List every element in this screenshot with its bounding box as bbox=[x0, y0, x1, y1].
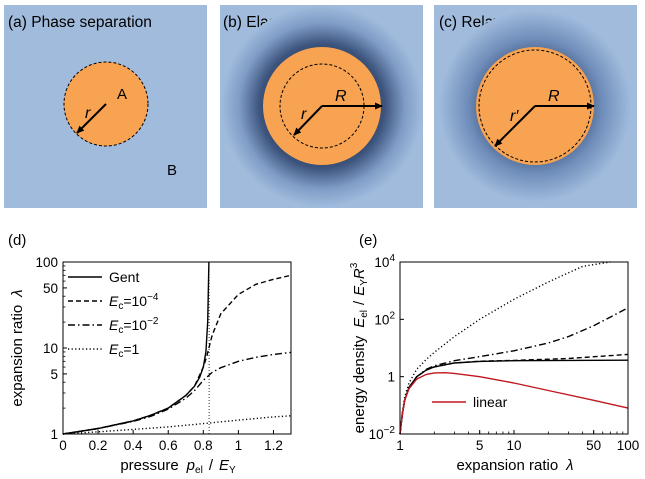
label-R-c: R bbox=[548, 88, 560, 105]
chart-d-x-tick-label: 0.8 bbox=[194, 438, 213, 453]
chart-e-x-tick-label: 5 bbox=[476, 438, 484, 453]
chart-d-legend: Gent Ec=10−4 Ec=10−2 Ec=1 bbox=[68, 269, 159, 360]
label-R-b: R bbox=[335, 88, 347, 105]
label-r: r bbox=[85, 105, 91, 122]
label-r-prime: r′ bbox=[510, 108, 519, 125]
chart-d: (d) 0 0.2 0.4 0.6 0.8 1 1.2 1 5 10 50 100 Gent Ec=1… bbox=[8, 232, 292, 476]
panel-a: (a) Phase separation r A B bbox=[4, 5, 207, 208]
chart-d-series-e-c-10-2 bbox=[62, 351, 292, 435]
chart-d-x-ticks: 0 0.2 0.4 0.6 0.8 1 1.2 bbox=[59, 430, 283, 453]
radius-r-prime-arrow bbox=[494, 105, 536, 147]
chart-d-legend-label: Ec=1 bbox=[109, 341, 140, 360]
chart-e-x-ticks: 1 5 10 50 100 bbox=[396, 430, 639, 453]
chart-e-series-linear bbox=[399, 371, 629, 435]
chart-d-y-tick-label: 5 bbox=[50, 367, 58, 382]
panel-c: (c) Relaxation r′ R bbox=[434, 5, 637, 208]
chart-d-series-layer bbox=[62, 261, 292, 435]
radius-r-arrow-b bbox=[293, 105, 323, 136]
chart-d-x-tick-label: 0.2 bbox=[89, 438, 108, 453]
chart-d-series-e-c-10-4 bbox=[62, 274, 292, 435]
label-A: A bbox=[117, 86, 127, 103]
chart-d-x-tick-label: 1.2 bbox=[264, 438, 283, 453]
chart-d-y-ticks: 1 5 10 50 100 bbox=[35, 255, 67, 442]
panel-a-title: (a) Phase separation bbox=[8, 14, 152, 31]
chart-e-series-gent bbox=[399, 359, 629, 435]
radius-r-arrow bbox=[76, 103, 107, 134]
chart-d-y-tick-label: 1 bbox=[50, 427, 58, 442]
chart-e-x-tick-label: 50 bbox=[586, 438, 601, 453]
chart-e-x-axis-label: expansion ratio λ bbox=[456, 457, 573, 474]
chart-d-x-tick-label: 1 bbox=[235, 438, 243, 453]
panel-b: (b) Elastic expansion r R bbox=[220, 5, 423, 208]
chart-e-x-tick-label: 10 bbox=[506, 438, 521, 453]
chart-e-y-tick-label: 1 bbox=[387, 370, 395, 385]
chart-e-axes-frame bbox=[399, 261, 629, 435]
chart-d-panel-label: (d) bbox=[8, 232, 26, 249]
chart-e-y-ticks: 10−2 1 102 104 bbox=[369, 253, 404, 442]
chart-d-series-e-c-1 bbox=[62, 415, 292, 435]
chart-e-series-e-c-10-2 bbox=[399, 307, 629, 435]
chart-d-legend-label: Gent bbox=[109, 269, 139, 285]
chart-d-x-axis-label: pressure pel / EY bbox=[120, 457, 236, 476]
chart-e-series-e-c-10-4 bbox=[399, 353, 629, 435]
chart-e-y-axis-label: energy densityEel/EYR3 bbox=[349, 262, 370, 433]
chart-d-x-tick-label: 0.6 bbox=[159, 438, 178, 453]
chart-d-y-tick-label: 50 bbox=[43, 281, 58, 296]
chart-d-legend-label: Ec=10−2 bbox=[109, 316, 159, 336]
chart-d-x-tick-label: 0 bbox=[59, 438, 67, 453]
chart-d-y-axis-label: expansion ratioλ bbox=[9, 289, 26, 406]
chart-d-axes-frame bbox=[62, 261, 292, 435]
chart-d-legend-label: Ec=10−4 bbox=[109, 292, 159, 312]
chart-d-x-tick-label: 0.4 bbox=[124, 438, 143, 453]
chart-e-y-tick-label: 104 bbox=[374, 253, 395, 270]
chart-e-x-tick-label: 1 bbox=[396, 438, 404, 453]
chart-d-y-tick-label: 100 bbox=[35, 255, 58, 270]
chart-e-series-layer bbox=[399, 261, 629, 435]
chart-e-y-tick-label: 102 bbox=[374, 310, 395, 327]
chart-e-legend: linear bbox=[432, 394, 508, 410]
chart-e-legend-label: linear bbox=[473, 394, 508, 410]
chart-e-panel-label: (e) bbox=[359, 232, 377, 249]
label-r-b: r bbox=[301, 106, 307, 123]
chart-e-y-tick-label: 10−2 bbox=[369, 425, 396, 442]
chart-e-x-tick-label: 100 bbox=[617, 438, 640, 453]
label-B: B bbox=[167, 162, 177, 179]
chart-d-y-tick-label: 10 bbox=[43, 341, 58, 356]
